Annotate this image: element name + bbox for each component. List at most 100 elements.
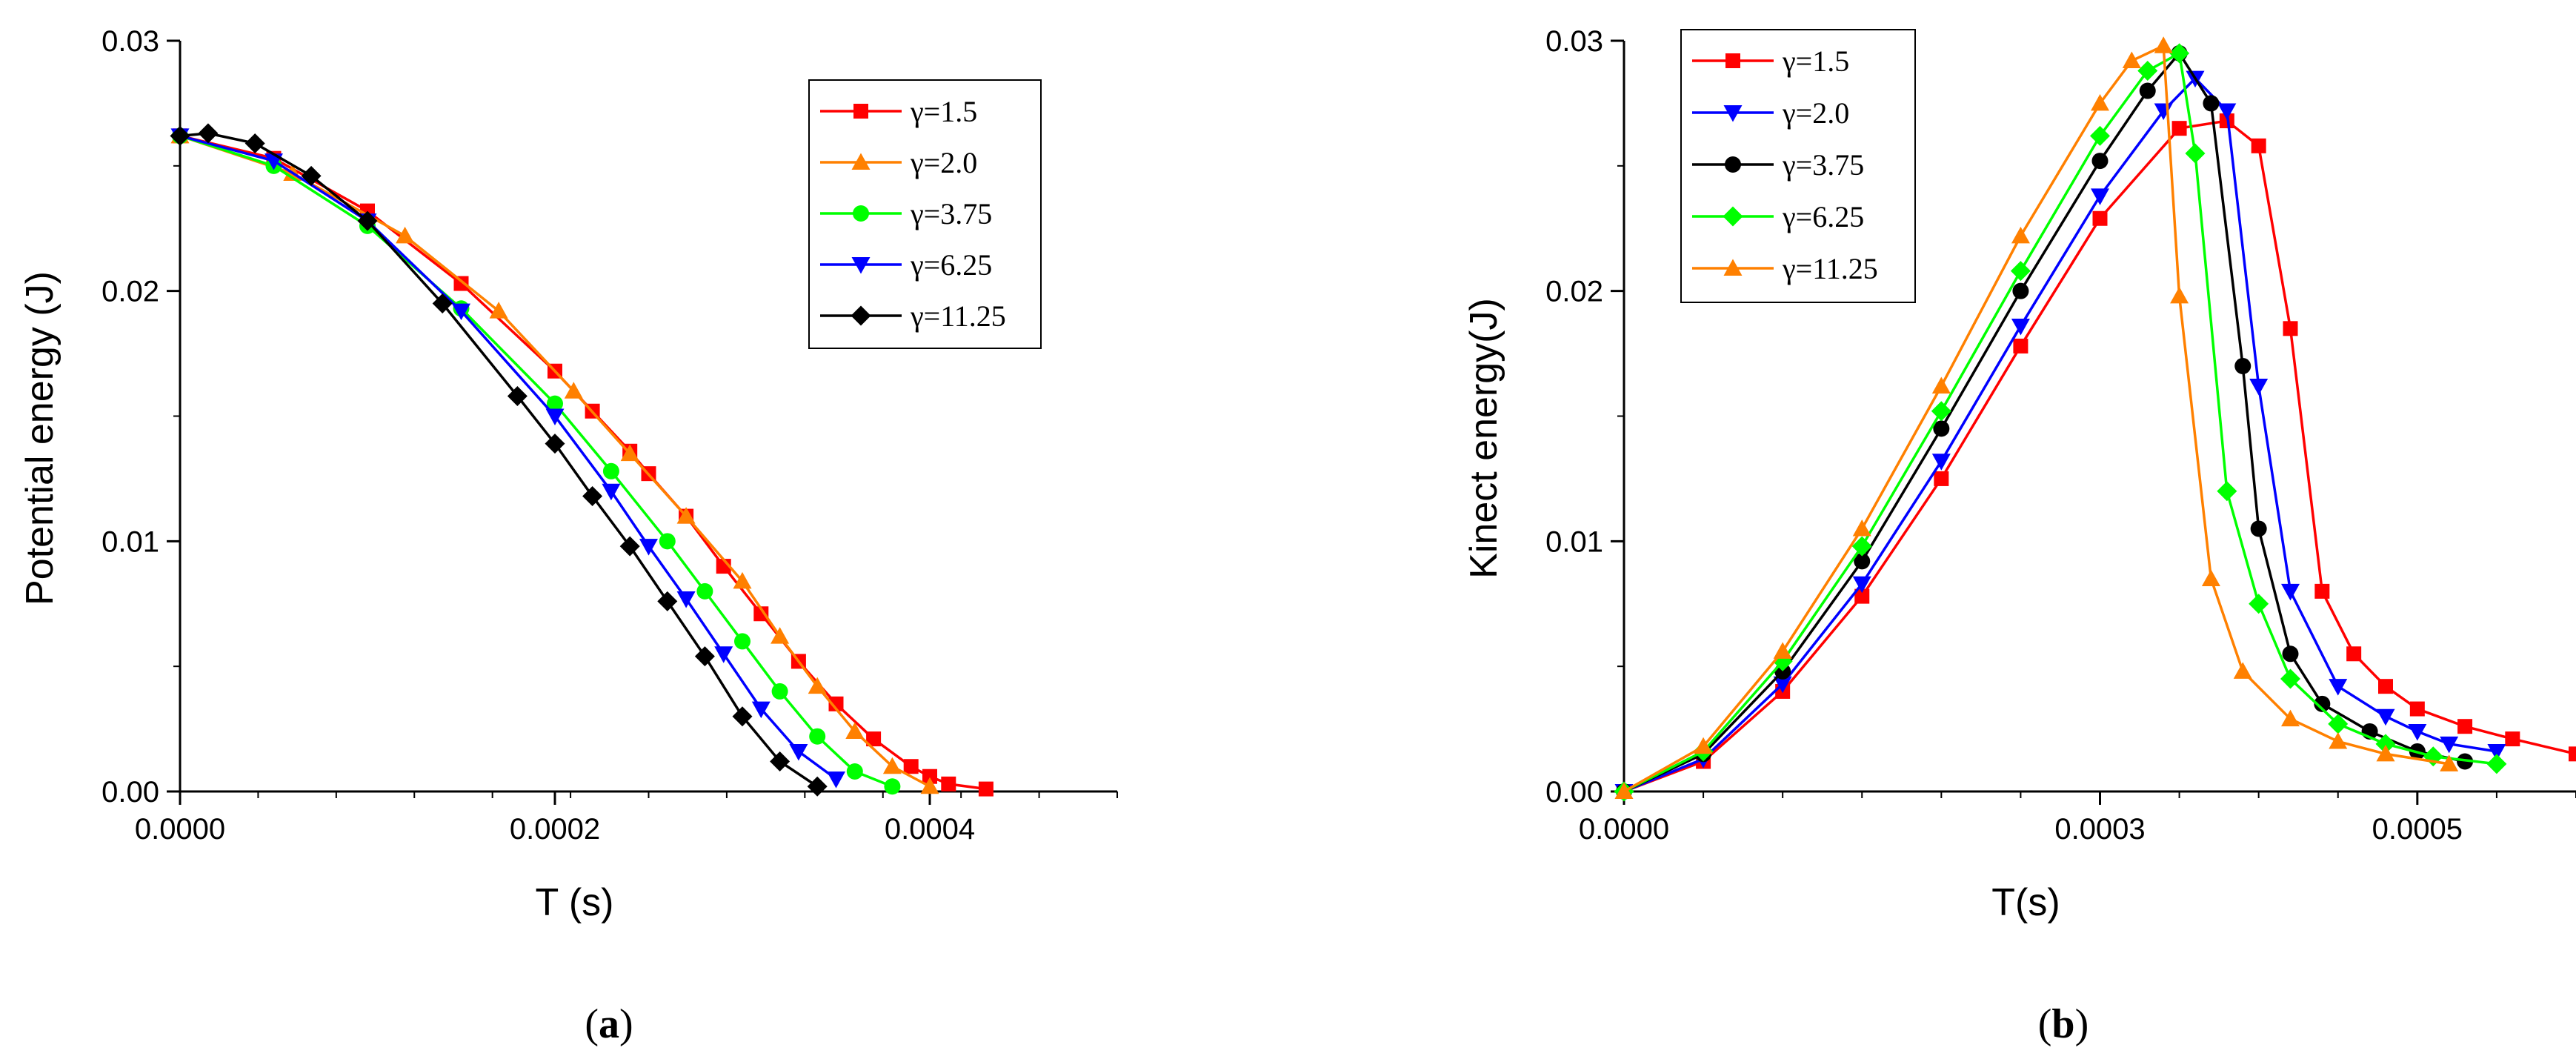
data-point [2010, 261, 2031, 282]
caption-paren-open: ( [585, 1001, 599, 1047]
data-point [2281, 583, 2300, 601]
legend-marker [853, 205, 869, 222]
panel-b: 0.0000 0.0003 0.0005 0.00 0.01 0.02 0.03 T(s) Ki… [1462, 25, 2576, 1047]
legend-marker [1725, 156, 1741, 173]
data-point [2201, 569, 2220, 586]
data-point [734, 633, 750, 650]
data-point [770, 751, 791, 771]
data-point [920, 777, 939, 794]
data-point [639, 539, 658, 556]
panel-a: 0.0000 0.0002 0.0004 0.00 0.01 0.02 0.03 T (s) P… [19, 25, 1118, 1047]
legend-label: γ=1.5 [910, 95, 977, 128]
data-point [714, 646, 733, 663]
data-point [602, 462, 619, 479]
data-point [789, 743, 808, 761]
y-tick-label: 0.01 [1545, 525, 1603, 558]
series-4 [170, 128, 845, 789]
data-point [827, 771, 845, 789]
data-point [2170, 286, 2189, 304]
data-point [1773, 676, 1792, 694]
data-point [2569, 746, 2576, 762]
data-point [2217, 103, 2237, 121]
legend-marker [851, 153, 871, 170]
data-point [2440, 736, 2459, 754]
data-point [2314, 695, 2331, 712]
data-point [602, 483, 621, 501]
data-point [2249, 594, 2269, 614]
data-point [2409, 701, 2425, 717]
data-point [198, 123, 219, 144]
data-point [453, 276, 469, 291]
data-point [2282, 645, 2299, 663]
data-point [1854, 553, 1871, 570]
data-point [301, 165, 322, 186]
data-point [2013, 338, 2028, 353]
panel-caption: (a) [585, 1001, 633, 1047]
data-point [2457, 719, 2473, 734]
series-line [1623, 119, 2576, 793]
data-point [1931, 401, 1951, 422]
data-point [1933, 420, 1950, 437]
data-point [1854, 588, 1870, 604]
legend-label: γ=3.75 [1782, 148, 1864, 182]
data-point [1931, 454, 1951, 471]
data-point [2376, 708, 2395, 726]
data-point [620, 444, 639, 462]
series-5 [1614, 36, 2459, 799]
data-point [2203, 95, 2220, 112]
data-point [2169, 43, 2190, 64]
data-point [2440, 754, 2459, 771]
data-point [2090, 125, 2110, 146]
data-point [846, 763, 863, 780]
caption-paren-open: ( [2038, 1001, 2052, 1047]
legend-label: γ=11.25 [1782, 252, 1878, 285]
data-point [489, 302, 508, 319]
caption-label: a [599, 1001, 619, 1047]
data-point [2091, 153, 2109, 170]
data-point [1852, 576, 1871, 594]
series-line [179, 134, 837, 780]
legend-box [1680, 29, 1916, 303]
legend-label: γ=2.0 [1782, 96, 1849, 130]
data-point [2233, 662, 2252, 679]
data-point [2011, 318, 2030, 336]
series-line [179, 132, 819, 788]
data-point [807, 776, 828, 797]
data-point [2280, 668, 2300, 689]
data-point [2171, 121, 2187, 136]
data-point [922, 768, 937, 784]
data-point [564, 382, 583, 399]
y-axis-title: Kinect energy(J) [1462, 298, 1505, 579]
legend-marker [1725, 53, 1740, 68]
data-point [2505, 731, 2520, 747]
legend-marker [853, 104, 868, 119]
data-point [2376, 744, 2395, 762]
data-point [2012, 282, 2029, 299]
y-tick-label: 0.02 [1545, 276, 1603, 308]
data-point [1773, 642, 1792, 659]
data-point [751, 701, 771, 719]
legend-box [808, 79, 1042, 349]
legend-marker [851, 257, 871, 274]
data-point [2281, 709, 2300, 727]
data-point [2314, 583, 2330, 599]
data-point [771, 627, 790, 644]
y-tick-label: 0.02 [101, 276, 159, 308]
y-tick-label: 0.01 [101, 525, 159, 558]
data-point [903, 759, 919, 774]
data-point [170, 125, 190, 146]
data-point [2011, 226, 2030, 244]
data-point [244, 133, 265, 153]
data-point [676, 591, 696, 608]
legend-label: γ=11.25 [910, 299, 1006, 333]
data-point [2122, 51, 2141, 69]
caption-paren-close: ) [2075, 1001, 2089, 1047]
data-point [808, 677, 827, 694]
x-tick-label: 0.0000 [1579, 813, 1669, 846]
data-point [2375, 734, 2396, 754]
data-point [1614, 782, 1634, 799]
x-tick-label: 0.0005 [2372, 813, 2463, 846]
legend-marker [851, 305, 871, 326]
legend-marker [1723, 259, 1743, 276]
x-tick-label: 0.0003 [2054, 813, 2145, 846]
